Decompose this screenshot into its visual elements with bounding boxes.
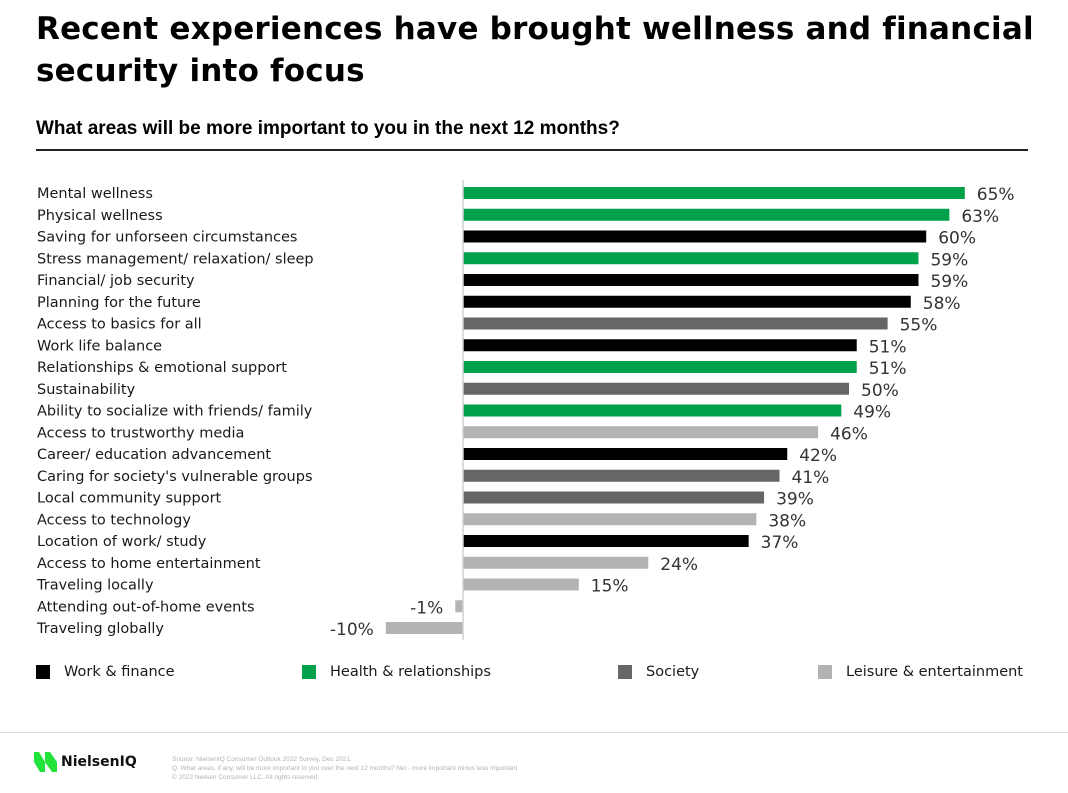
copyright-note: © 2022 Nielsen Consumer LLC. All rights … bbox=[172, 774, 320, 781]
bar bbox=[463, 274, 919, 286]
bar bbox=[463, 361, 857, 373]
legend-label: Society bbox=[646, 664, 700, 680]
bar bbox=[463, 404, 842, 417]
category-label: Location of work/ study bbox=[37, 534, 207, 550]
value-label: 39% bbox=[776, 490, 814, 510]
category-label: Caring for society's vulnerable groups bbox=[37, 469, 313, 485]
category-label: Ability to socialize with friends/ famil… bbox=[37, 404, 313, 420]
bar bbox=[455, 600, 463, 613]
value-label: 58% bbox=[923, 294, 961, 314]
nielseniq-logo-icon bbox=[34, 752, 57, 772]
bar bbox=[463, 426, 819, 439]
bar bbox=[463, 187, 965, 199]
bar bbox=[463, 295, 911, 308]
legend-label: Work & finance bbox=[64, 664, 175, 680]
bar bbox=[463, 208, 950, 221]
value-label: 37% bbox=[761, 533, 799, 553]
value-label: 42% bbox=[799, 446, 837, 466]
bar bbox=[463, 513, 757, 526]
bar bbox=[385, 622, 463, 634]
category-label: Stress management/ relaxation/ sleep bbox=[37, 251, 314, 267]
category-label: Access to technology bbox=[37, 512, 191, 528]
category-label: Attending out-of-home events bbox=[37, 599, 255, 615]
category-label: Financial/ job security bbox=[37, 273, 195, 289]
footnotes: Source: NielsenIQ Consumer Outlook 2022 … bbox=[172, 755, 517, 782]
category-label: Access to trustworthy media bbox=[37, 425, 244, 441]
value-label: 59% bbox=[930, 272, 968, 292]
value-label: 46% bbox=[830, 424, 868, 444]
bar bbox=[463, 578, 579, 591]
legend-swatch-health-relationships bbox=[302, 665, 316, 679]
value-label: 24% bbox=[660, 555, 698, 575]
value-label: 41% bbox=[792, 468, 830, 488]
legend-label: Health & relationships bbox=[330, 664, 491, 680]
category-label: Local community support bbox=[37, 491, 222, 507]
page-title: Recent experiences have brought wellness… bbox=[36, 11, 1034, 89]
bar bbox=[463, 491, 765, 504]
category-label: Physical wellness bbox=[37, 208, 163, 224]
bar bbox=[463, 252, 919, 265]
bars-layer: Mental wellness 65% Physical wellness 63% Sa… bbox=[36, 185, 1015, 640]
category-label: Traveling locally bbox=[36, 578, 154, 594]
category-label: Mental wellness bbox=[37, 186, 153, 202]
bar bbox=[463, 230, 927, 243]
source-note: Source: NielsenIQ Consumer Outlook 2022 … bbox=[172, 756, 352, 763]
legend-item-work-finance: Work & finance bbox=[36, 664, 175, 680]
value-label: 38% bbox=[768, 511, 806, 531]
category-label: Access to home entertainment bbox=[37, 556, 261, 572]
value-label: 15% bbox=[591, 577, 629, 597]
value-label: 51% bbox=[869, 359, 907, 379]
value-label: 50% bbox=[861, 381, 899, 401]
value-label: 63% bbox=[961, 207, 999, 227]
nielseniq-logo: NielsenIQ bbox=[34, 752, 137, 772]
legend-item-health-relationships: Health & relationships bbox=[302, 664, 491, 680]
category-label: Work life balance bbox=[37, 338, 162, 354]
category-label: Saving for unforseen circumstances bbox=[37, 230, 297, 246]
bar bbox=[463, 448, 788, 460]
value-label: -10% bbox=[330, 620, 374, 640]
legend-swatch-society bbox=[618, 665, 632, 679]
value-label: 59% bbox=[930, 250, 968, 270]
chart-subtitle: What areas will be more important to you… bbox=[36, 118, 620, 139]
category-label: Relationships & emotional support bbox=[37, 360, 287, 376]
question-note: Q. What areas, if any, will be more impo… bbox=[172, 765, 518, 772]
legend-label: Leisure & entertainment bbox=[846, 664, 1023, 680]
value-label: 55% bbox=[900, 316, 938, 336]
bar bbox=[463, 535, 749, 547]
value-label: 65% bbox=[977, 185, 1015, 205]
title-divider bbox=[36, 149, 1028, 151]
bar bbox=[463, 382, 849, 395]
bar bbox=[463, 556, 649, 569]
chart-legend: Work & finance Health & relationships So… bbox=[36, 664, 1036, 686]
bar bbox=[463, 317, 888, 330]
category-label: Traveling globally bbox=[36, 621, 164, 637]
category-label: Access to basics for all bbox=[37, 317, 202, 333]
footer-divider bbox=[0, 732, 1068, 733]
bar-chart: Mental wellness 65% Physical wellness 63% Sa… bbox=[36, 180, 1015, 640]
legend-item-society: Society bbox=[618, 664, 699, 680]
legend-swatch-leisure-entertainment bbox=[818, 665, 832, 679]
legend-swatch-work-finance bbox=[36, 665, 50, 679]
bar bbox=[463, 469, 780, 482]
value-label: 51% bbox=[869, 337, 907, 357]
value-label: -1% bbox=[410, 598, 443, 618]
category-label: Career/ education advancement bbox=[37, 447, 271, 463]
bar bbox=[463, 339, 857, 352]
logo-wordmark: NielsenIQ bbox=[61, 754, 137, 770]
value-label: 60% bbox=[938, 229, 976, 249]
category-label: Planning for the future bbox=[37, 295, 201, 311]
category-label: Sustainability bbox=[37, 382, 136, 398]
value-label: 49% bbox=[853, 403, 891, 423]
legend-item-leisure-entertainment: Leisure & entertainment bbox=[818, 664, 1023, 680]
